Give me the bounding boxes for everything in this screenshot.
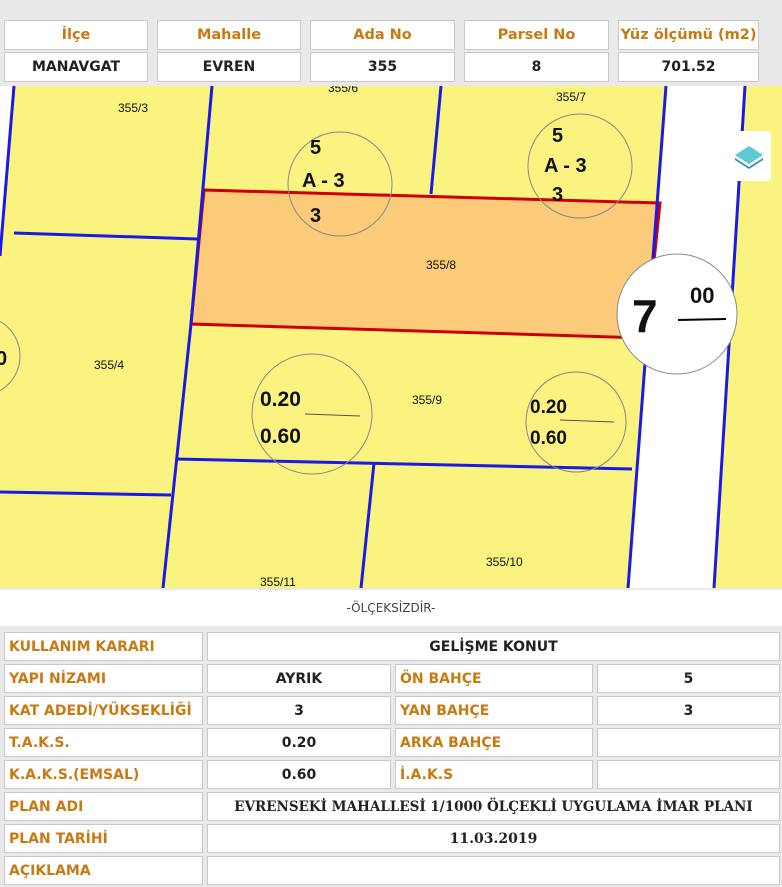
value-yapi-nizami: AYRIK [207,664,391,693]
label-kaks: K.A.K.S.(EMSAL) [4,760,203,789]
parcel-label-355-11: 355/11 [260,575,296,588]
circle2-bottom: 3 [552,184,563,206]
value-on-bahce: 5 [597,664,780,693]
circle1-top: 5 [310,137,321,159]
value-kullanim-karari: GELİŞME KONUT [207,632,780,661]
value-kat-adedi: 3 [207,696,391,725]
circle3-top: 0.20 [260,388,301,411]
parcel-label-355-8: 355/8 [426,258,456,272]
header-parsel-no: Parsel No [464,20,609,50]
circle4-bottom: 0.60 [530,428,567,449]
parcel-label-355-7: 355/7 [556,90,586,104]
circle1-bottom: 3 [310,205,321,227]
header-yuz-olcumu: Yüz ölçümü (m2) [618,20,759,50]
label-arka-bahce: ARKA BAHÇE [395,728,593,757]
circle2-mid: A - 3 [544,155,587,177]
parcel-label-355-6: 355/6 [328,86,358,95]
parcel-label-355-3: 355/3 [118,101,148,115]
circle2-top: 5 [552,125,563,147]
parcel-label-355-9: 355/9 [412,393,442,407]
zoning-circles [0,113,738,475]
label-plan-adi: PLAN ADI [4,792,203,821]
layers-button[interactable] [727,131,771,181]
road-width-big: 7 [632,290,658,342]
value-ilce: MANAVGAT [4,52,148,82]
header-ilce: İlçe [4,20,148,50]
value-parsel-no: 8 [464,52,609,82]
value-iaks [597,760,780,789]
value-arka-bahce [597,728,780,757]
value-ada-no: 355 [310,52,455,82]
value-aciklama [207,856,780,885]
label-on-bahce: ÖN BAHÇE [395,664,593,693]
label-aciklama: AÇIKLAMA [4,856,203,885]
label-plan-tarihi: PLAN TARİHİ [4,824,203,853]
value-mahalle: EVREN [157,52,301,82]
scale-note: -ÖLÇEKSİZDİR- [0,590,782,626]
label-kullanim-karari: KULLANIM KARARI [4,632,203,661]
value-yuz-olcumu: 701.52 [618,52,759,82]
header-ada-no: Ada No [310,20,455,50]
label-iaks: İ.A.K.S [395,760,593,789]
header-mahalle: Mahalle [157,20,301,50]
value-plan-tarihi: 11.03.2019 [207,824,780,853]
label-kat-adedi: KAT ADEDİ/YÜKSEKLİĞİ [4,696,203,725]
value-kaks: 0.60 [207,760,391,789]
value-taks: 0.20 [207,728,391,757]
parcel-label-355-4: 355/4 [94,358,124,372]
label-taks: T.A.K.S. [4,728,203,757]
circle1-mid: A - 3 [302,170,345,192]
value-yan-bahce: 3 [597,696,780,725]
label-yapi-nizami: YAPI NİZAMI [4,664,203,693]
parcel-label-355-10: 355/10 [486,555,523,569]
circle4-top: 0.20 [530,397,567,418]
road-width-small: 00 [690,283,714,308]
layers-icon [735,146,763,169]
partial-left-label: 0 [0,348,7,370]
circle3-bottom: 0.60 [260,425,301,448]
value-plan-adi: EVRENSEKİ MAHALLESİ 1/1000 ÖLÇEKLİ UYGUL… [207,792,780,821]
parcel-map[interactable]: 355/3 355/6 355/7 355/8 355/4 355/9 355/… [0,86,782,588]
label-yan-bahce: YAN BAHÇE [395,696,593,725]
